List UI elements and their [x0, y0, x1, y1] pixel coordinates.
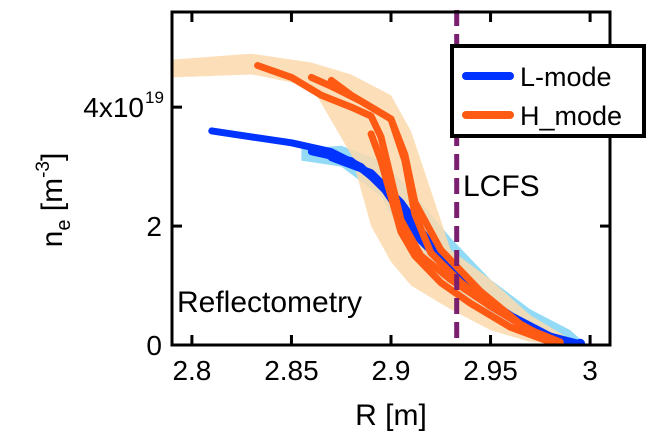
x-tick-label: 3	[582, 355, 598, 386]
y-tick-label: 0	[146, 330, 162, 361]
y-tick-label: 4x10	[83, 92, 144, 123]
curve-l-mode-endpoint	[575, 338, 586, 345]
legend-box	[450, 44, 646, 138]
x-tick-label: 2.8	[172, 355, 211, 386]
profile-curves	[208, 62, 586, 345]
reflectometry-annotation: Reflectometry	[177, 286, 362, 319]
legend-label-l-mode: L-mode	[520, 62, 612, 92]
y-ticks: 0 2 4x10 19	[83, 88, 610, 361]
y-tick-label: 2	[146, 211, 162, 242]
curve-h-mode-4	[367, 130, 554, 345]
legend-label-h-mode: H_mode	[520, 101, 622, 131]
lcfs-label: LCFS	[463, 170, 540, 203]
curve-h-mode-3	[327, 76, 554, 344]
y-axis-label-main: n	[36, 231, 69, 248]
band-h-mode	[172, 53, 571, 345]
legend: L-mode H_mode	[450, 44, 646, 138]
y-axis-label-unit: [m	[36, 178, 69, 220]
y-axis-label-unit-close: ]	[36, 153, 69, 161]
x-tick-label: 2.95	[463, 355, 518, 386]
x-ticks: 2.8 2.85 2.9 2.95 3	[172, 12, 598, 386]
y-tick-exponent: 19	[145, 88, 164, 107]
x-tick-label: 2.85	[264, 355, 319, 386]
y-axis-label-unit-exp: -3	[33, 161, 54, 178]
x-tick-label: 2.9	[372, 355, 411, 386]
y-axis-label: ne [m-3]	[33, 153, 75, 248]
x-axis-label: R [m]	[355, 399, 427, 432]
y-axis-label-sub: e	[53, 220, 75, 231]
